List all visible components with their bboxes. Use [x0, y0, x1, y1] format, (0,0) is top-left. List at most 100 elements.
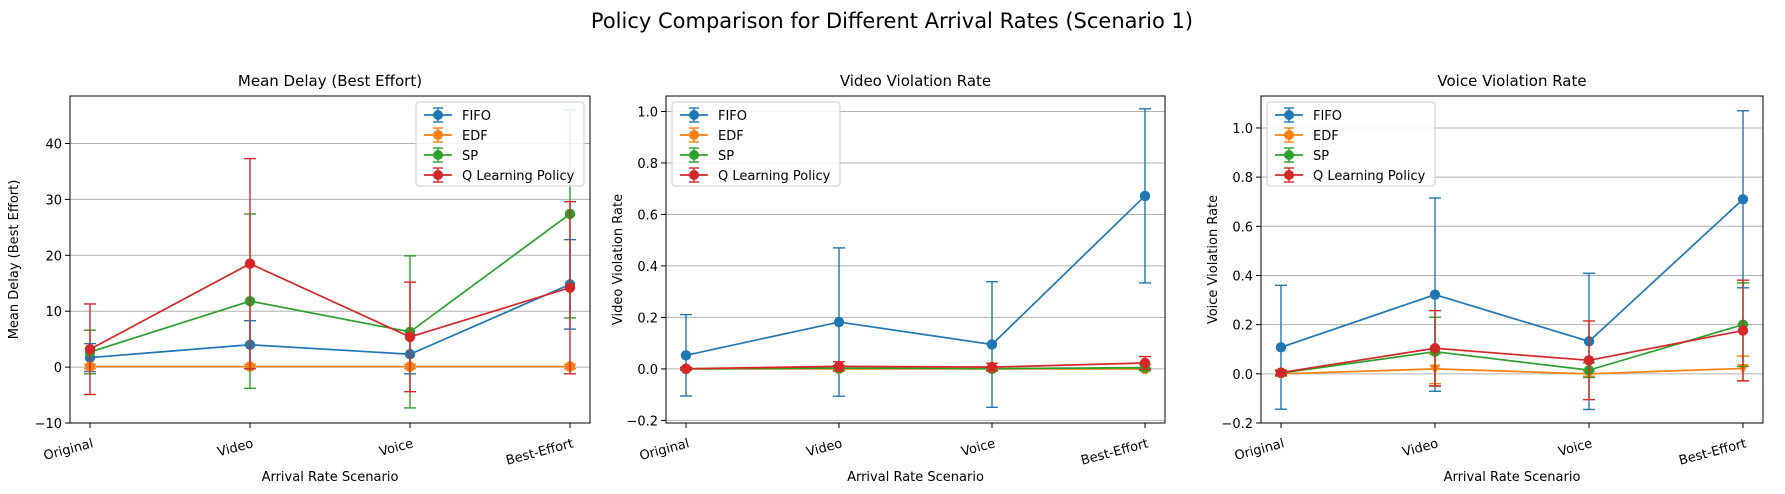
legend: FIFO EDF SP Q Learning Policy	[1266, 101, 1436, 187]
series-line	[89, 283, 571, 359]
legend: FIFO EDF SP Q Learning Policy	[415, 101, 585, 187]
chart-title: Video Violation Rate	[840, 72, 991, 90]
x-tick-label: Original	[638, 436, 691, 464]
x-tick-label: Voice	[378, 436, 415, 459]
series-q-learning-policy	[1275, 279, 1749, 401]
legend-label: EDF	[462, 129, 488, 144]
legend-label: SP	[1313, 149, 1329, 164]
y-tick-label: 40	[45, 138, 62, 153]
legend-entry-sp: SP	[424, 147, 478, 164]
data-point	[986, 339, 998, 350]
legend-marker	[689, 110, 699, 120]
x-tick-label: Video	[216, 436, 255, 460]
x-tick-label: Original	[42, 436, 95, 464]
legend-label: Q Learning Policy	[462, 169, 575, 184]
legend-label: EDF	[1313, 129, 1339, 144]
chart-panels: −10 0 10 20 30 40 Original Video Voice Best-Effor…	[7, 72, 1764, 485]
data-point	[1275, 367, 1287, 378]
series-line	[1280, 367, 1744, 375]
legend-marker	[433, 130, 443, 140]
legend-marker	[689, 150, 699, 160]
legend-marker	[689, 170, 699, 180]
legend-entry-q-learning-policy: Q Learning Policy	[1275, 167, 1426, 184]
legend-marker	[1284, 150, 1294, 160]
data-point	[1737, 325, 1749, 336]
x-tick-label: Original	[1233, 436, 1286, 464]
y-tick-label: −10	[35, 417, 62, 432]
data-point	[1139, 357, 1151, 369]
legend-entry-sp: SP	[680, 147, 734, 164]
legend-label: SP	[462, 149, 478, 164]
y-axis-label: Mean Delay (Best Effort)	[7, 180, 22, 340]
legend-label: SP	[718, 149, 734, 164]
data-point	[84, 344, 96, 355]
chart-panel-3: −0.2 0.0 0.2 0.4 0.6 0.8 1.0 Original Video Voice…	[1206, 72, 1764, 485]
y-tick-label: 0.4	[637, 260, 658, 275]
chart-panel-1: −10 0 10 20 30 40 Original Video Voice Best-Effor…	[7, 72, 591, 485]
x-axis-label: Arrival Rate Scenario	[847, 470, 984, 485]
y-tick-label: 0	[54, 361, 62, 376]
data-point	[1429, 343, 1441, 354]
legend-entry-edf: EDF	[1275, 127, 1339, 144]
chart-title: Voice Violation Rate	[1437, 72, 1586, 90]
series-line	[1280, 323, 1744, 374]
y-tick-label: 0.6	[1232, 220, 1253, 235]
legend-marker	[689, 130, 699, 140]
legend-label: FIFO	[718, 109, 747, 124]
data-point	[1429, 289, 1441, 300]
y-axis-label: Voice Violation Rate	[1206, 195, 1221, 324]
series-line	[89, 213, 571, 353]
series-line	[1280, 329, 1744, 374]
data-point	[833, 361, 845, 372]
data-point	[1139, 190, 1151, 202]
legend-marker	[433, 150, 443, 160]
x-tick-label: Best-Effort	[1677, 436, 1748, 468]
legend-entry-fifo: FIFO	[424, 107, 491, 124]
series-edf	[1275, 353, 1749, 385]
data-point	[564, 282, 576, 293]
axes-frame	[665, 95, 1166, 424]
x-tick-label: Video	[1401, 436, 1440, 460]
y-tick-label: 20	[45, 249, 62, 264]
legend-entry-q-learning-policy: Q Learning Policy	[424, 167, 575, 184]
axes-frame	[69, 95, 591, 424]
x-tick-label: Video	[805, 436, 844, 460]
legend-entry-edf: EDF	[424, 127, 488, 144]
y-tick-label: −0.2	[1221, 417, 1253, 432]
legend-frame	[415, 101, 585, 187]
legend-entry-q-learning-policy: Q Learning Policy	[680, 167, 831, 184]
x-tick-label: Voice	[1557, 436, 1594, 459]
y-tick-label: 0.4	[1232, 269, 1253, 284]
y-tick-label: 0.6	[637, 208, 658, 223]
y-tick-label: 1.0	[637, 105, 658, 120]
series-line	[685, 195, 1146, 357]
legend-marker	[1284, 130, 1294, 140]
x-axis-label: Arrival Rate Scenario	[262, 470, 399, 485]
data-point	[1583, 355, 1595, 366]
series-line	[685, 366, 1146, 370]
data-point	[680, 350, 692, 361]
legend-marker	[433, 170, 443, 180]
y-tick-label: 0.8	[637, 157, 658, 172]
legend-label: FIFO	[1313, 109, 1342, 124]
y-axis-label: Video Violation Rate	[611, 194, 626, 325]
legend-entry-fifo: FIFO	[1275, 107, 1342, 124]
series-line	[89, 262, 571, 350]
y-tick-label: 10	[45, 305, 62, 320]
data-point	[404, 331, 416, 343]
figure-suptitle: Policy Comparison for Different Arrival …	[591, 9, 1193, 33]
series-edf	[84, 361, 576, 372]
legend-marker	[433, 110, 443, 120]
data-point	[833, 316, 845, 328]
y-tick-label: 0.8	[1232, 171, 1253, 186]
chart-panel-2: −0.2 0.0 0.2 0.4 0.6 0.8 1.0 Original Video Voice…	[611, 72, 1166, 485]
data-point	[1737, 194, 1749, 205]
x-tick-label: Best-Effort	[504, 436, 575, 468]
series-fifo	[84, 238, 576, 375]
legend-frame	[671, 101, 841, 187]
series-q-learning-policy	[680, 355, 1151, 374]
y-tick-label: 0.0	[637, 363, 658, 378]
x-axis-label: Arrival Rate Scenario	[1444, 470, 1581, 485]
axes-frame	[1260, 95, 1764, 424]
